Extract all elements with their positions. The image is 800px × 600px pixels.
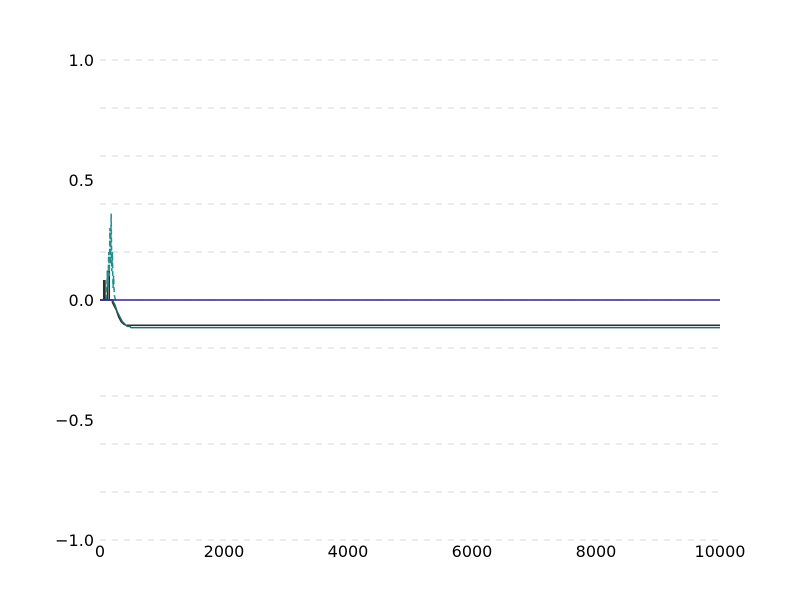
series-line-2 [100, 299, 720, 329]
x-tick-label: 10000 [695, 542, 746, 561]
x-tick-label: 8000 [576, 542, 617, 561]
y-tick-label: −1.0 [55, 531, 94, 550]
series-line-3 [105, 213, 117, 301]
y-tick-label: 0.5 [69, 171, 94, 190]
x-tick-label: 6000 [452, 542, 493, 561]
x-tick-label: 4000 [328, 542, 369, 561]
series-line-1 [100, 270, 720, 326]
y-tick-label: 0.0 [69, 291, 94, 310]
data-series [100, 213, 720, 329]
x-tick-label: 2000 [204, 542, 245, 561]
x-axis-ticks: 0 2000 4000 6000 8000 10000 [95, 542, 746, 561]
y-tick-label: −0.5 [55, 411, 94, 430]
y-tick-label: 1.0 [69, 51, 94, 70]
y-axis-ticks: −1.0 −0.5 0.0 0.5 1.0 [55, 51, 94, 550]
x-tick-label: 0 [95, 542, 105, 561]
